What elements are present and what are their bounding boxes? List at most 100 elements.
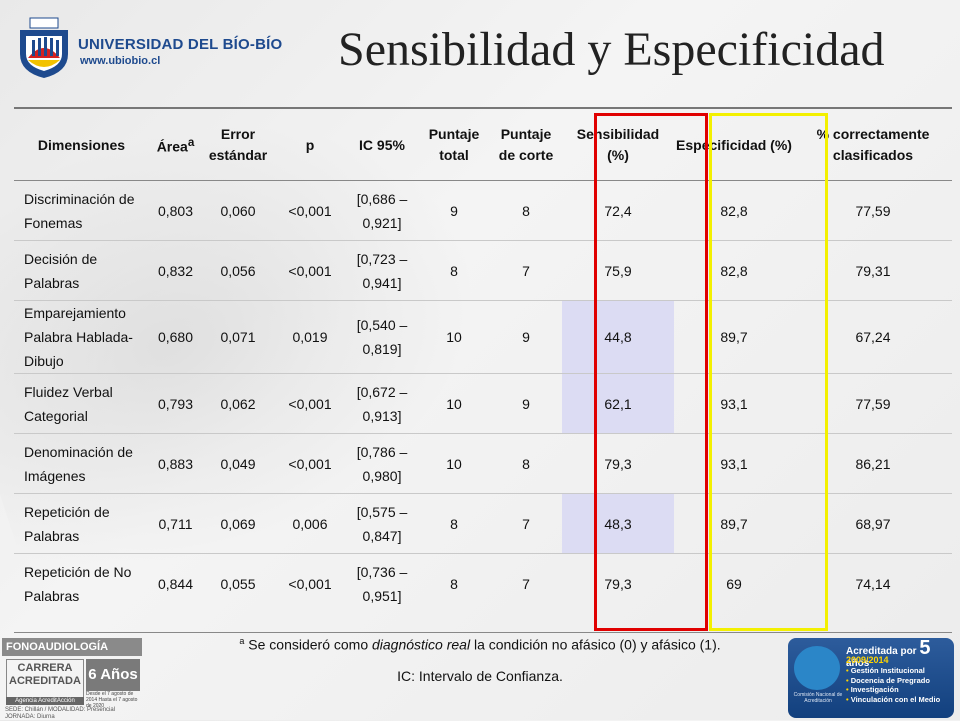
- cell-dimension: Emparejamiento Palabra Hablada-Dibujo: [14, 300, 149, 374]
- accreditation-period: 2009/2014: [846, 655, 889, 665]
- accreditation-areas: Gestión Institucional Docencia de Pregra…: [846, 666, 940, 704]
- cna-chile-emblem-icon: [794, 646, 840, 690]
- header-dimensiones: Dimensiones: [14, 110, 149, 181]
- cell-error-estandar: 0,060: [202, 180, 274, 241]
- slide-header: UNIVERSIDAD DEL BÍO-BÍO www.ubiobio.cl S…: [0, 0, 960, 109]
- cell-dimension: Repetición de No Palabras: [14, 553, 149, 613]
- table-bottom-divider: [14, 632, 952, 633]
- header-error-estandar: Error estándar: [202, 110, 274, 181]
- cell-correctamente-clasificados: 68,97: [794, 493, 952, 554]
- anos-label: años: [846, 658, 870, 669]
- cell-dimension: Repetición de Palabras: [14, 493, 149, 554]
- cell-especificidad: 82,8: [674, 240, 794, 301]
- cell-puntaje-corte: 9: [490, 373, 562, 434]
- cell-correctamente-clasificados: 67,24: [794, 300, 952, 374]
- table-body: Discriminación de Fonemas 0,803 0,060 <0…: [14, 180, 952, 613]
- cell-ic: [0,786 – 0,980]: [346, 433, 418, 494]
- cell-puntaje-total: 8: [418, 493, 490, 554]
- cell-sensibilidad: 48,3: [562, 493, 674, 554]
- cell-sensibilidad: 75,9: [562, 240, 674, 301]
- cell-error-estandar: 0,071: [202, 300, 274, 374]
- cell-area: 0,803: [149, 180, 202, 241]
- cell-puntaje-corte: 7: [490, 240, 562, 301]
- cell-area: 0,883: [149, 433, 202, 494]
- program-accreditation-badge: FONOAUDIOLOGÍA CARRERA ACREDITADA Agenci…: [2, 638, 142, 720]
- header-divider: [14, 107, 952, 109]
- header-label: Puntaje total: [428, 126, 480, 163]
- list-item: Investigación: [846, 685, 940, 695]
- cell-puntaje-corte: 7: [490, 553, 562, 613]
- institutional-accreditation-badge: Comisión Nacional de Acreditación Acredi…: [788, 638, 954, 718]
- table-row: Repetición de No Palabras 0,844 0,055 <0…: [14, 553, 952, 613]
- cell-especificidad: 93,1: [674, 373, 794, 434]
- cell-puntaje-total: 10: [418, 300, 490, 374]
- cell-ic: [0,540 – 0,819]: [346, 300, 418, 374]
- header-sensibilidad: Sensibilidad (%): [562, 110, 674, 181]
- header-especificidad: Especificidad (%): [674, 110, 794, 181]
- footnote-diagnostic: a Se consideró como diagnóstico real la …: [0, 636, 960, 653]
- table-row: Denominación de Imágenes 0,883 0,049 <0,…: [14, 433, 952, 494]
- cell-correctamente-clasificados: 86,21: [794, 433, 952, 494]
- table-row: Decisión de Palabras 0,832 0,056 <0,001 …: [14, 240, 952, 301]
- cell-p: 0,019: [274, 300, 346, 374]
- cell-especificidad: 89,7: [674, 300, 794, 374]
- cell-dimension: Discriminación de Fonemas: [14, 180, 149, 241]
- cell-ic: [0,672 – 0,913]: [346, 373, 418, 434]
- campus-info: SEDE: Chillán / MODALIDAD: Presencial JO…: [5, 707, 116, 720]
- cell-ic: [0,575 – 0,847]: [346, 493, 418, 554]
- header-label: Dimensiones: [37, 136, 126, 153]
- university-name: UNIVERSIDAD DEL BÍO-BÍO: [78, 36, 283, 53]
- cell-error-estandar: 0,069: [202, 493, 274, 554]
- cell-puntaje-total: 10: [418, 433, 490, 494]
- header-area: Áreaa: [149, 110, 202, 181]
- acreditada-por-label: Acreditada por: [846, 646, 917, 657]
- header-label: IC 95%: [359, 136, 405, 153]
- cell-puntaje-total: 8: [418, 553, 490, 613]
- header-label: Área: [156, 138, 188, 155]
- accreditation-period: Desde el 7 agosto de 2014 Hasta el 7 ago…: [86, 691, 138, 709]
- header-label: Sensibilidad (%): [576, 126, 660, 163]
- cell-dimension: Denominación de Imágenes: [14, 433, 149, 494]
- table-row: Discriminación de Fonemas 0,803 0,060 <0…: [14, 180, 952, 241]
- cell-error-estandar: 0,062: [202, 373, 274, 434]
- header-puntaje-corte: Puntaje de corte: [490, 110, 562, 181]
- cell-p: 0,006: [274, 493, 346, 554]
- list-item: Vinculación con el Medio: [846, 695, 940, 705]
- cell-correctamente-clasificados: 77,59: [794, 373, 952, 434]
- accreditation-title: Acreditada por 5 años: [846, 638, 950, 670]
- cell-error-estandar: 0,049: [202, 433, 274, 494]
- page-title: Sensibilidad y Especificidad: [338, 23, 885, 76]
- cell-sensibilidad: 72,4: [562, 180, 674, 241]
- cell-p: <0,001: [274, 180, 346, 241]
- cell-puntaje-total: 8: [418, 240, 490, 301]
- cell-puntaje-corte: 9: [490, 300, 562, 374]
- carrera-label: CARRERA: [17, 662, 73, 674]
- header-p: p: [274, 110, 346, 181]
- header-correctamente-clasificados: % correctamente clasificados: [794, 110, 952, 181]
- header-label: Puntaje de corte: [498, 126, 554, 163]
- cell-sensibilidad: 79,3: [562, 433, 674, 494]
- cell-puntaje-total: 9: [418, 180, 490, 241]
- cell-sensibilidad: 44,8: [562, 300, 674, 374]
- accreditation-years-number: 5: [919, 638, 931, 659]
- footnote-text: Se consideró como: [244, 636, 372, 653]
- cell-p: <0,001: [274, 433, 346, 494]
- cell-puntaje-corte: 8: [490, 180, 562, 241]
- table-header-row: Dimensiones Áreaa Error estándar p IC 95…: [14, 110, 952, 181]
- header-label: % correctamente clasificados: [816, 126, 930, 163]
- table-row: Fluidez Verbal Categorial 0,793 0,062 <0…: [14, 373, 952, 434]
- carrera-acreditada-label: CARRERA ACREDITADA: [6, 659, 84, 699]
- cell-puntaje-corte: 8: [490, 433, 562, 494]
- footnote-text: la condición no afásico (0) y afásico (1…: [470, 636, 721, 653]
- cell-puntaje-corte: 7: [490, 493, 562, 554]
- cell-ic: [0,686 – 0,921]: [346, 180, 418, 241]
- cell-error-estandar: 0,056: [202, 240, 274, 301]
- footnote-emphasis: diagnóstico real: [372, 636, 471, 653]
- header-label: Especificidad (%): [676, 136, 792, 153]
- cell-sensibilidad: 62,1: [562, 373, 674, 434]
- cell-area: 0,844: [149, 553, 202, 613]
- cell-area: 0,793: [149, 373, 202, 434]
- cell-correctamente-clasificados: 79,31: [794, 240, 952, 301]
- university-url: www.ubiobio.cl: [80, 55, 161, 67]
- program-name: FONOAUDIOLOGÍA: [2, 638, 142, 656]
